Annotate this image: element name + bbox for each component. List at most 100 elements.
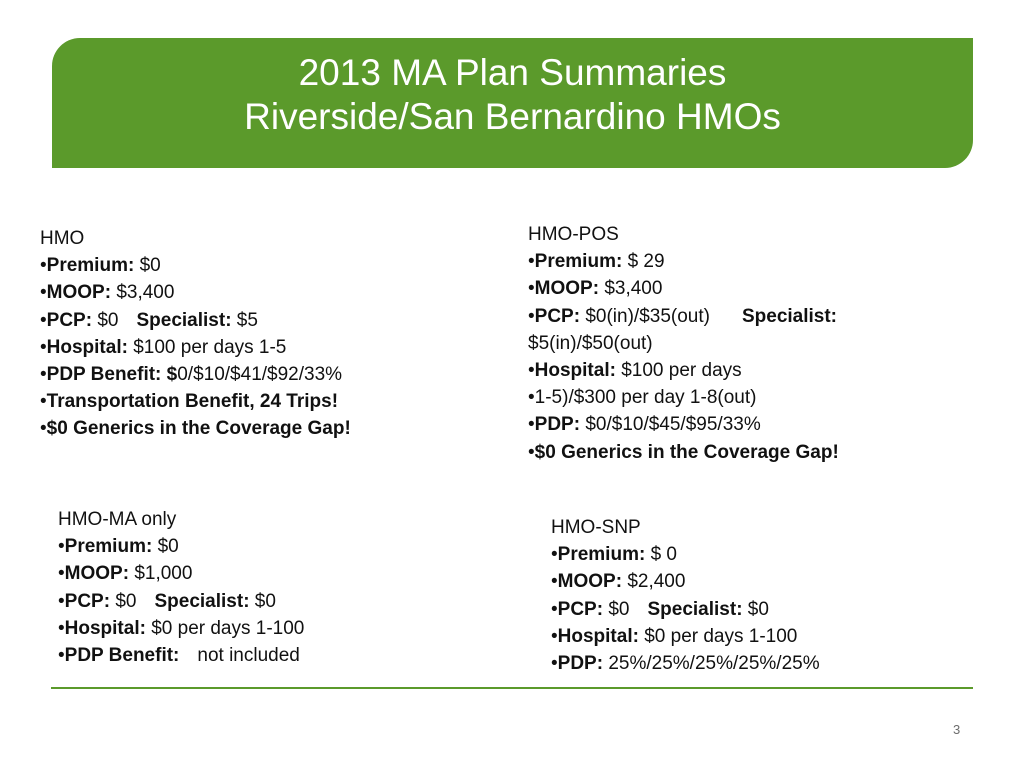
specialist-value: $0 <box>742 598 769 620</box>
hospital-label: Hospital: <box>64 617 146 639</box>
bullet: • <box>58 645 65 667</box>
premium-label: Premium: <box>534 251 623 273</box>
plan-heading: HMO-MA only <box>58 509 177 530</box>
generics-text: $0 Generics in the Coverage Gap! <box>46 418 351 440</box>
moop-row: •MOOP: $3,400 <box>528 275 839 302</box>
bullet: • <box>58 563 65 585</box>
hospital-row: •Hospital: $0 per days 1-100 <box>58 615 304 642</box>
hospital-label: Hospital: <box>46 336 128 358</box>
moop-label: MOOP: <box>534 278 600 300</box>
pcp-specialist-row: •PCP: $0 Specialist: $5 <box>40 307 351 334</box>
moop-row: •MOOP: $2,400 <box>551 568 820 595</box>
pdp-value: not included <box>197 645 300 667</box>
pdp-row: •PDP Benefit: $0/$10/$41/$92/33% <box>40 361 351 388</box>
transport-row: •Transportation Benefit, 24 Trips! <box>40 388 351 415</box>
hospital-row: •Hospital: $100 per days <box>528 357 839 384</box>
generics-row: •$0 Generics in the Coverage Gap! <box>40 415 351 442</box>
bullet: • <box>551 653 558 675</box>
specialist-value: $5 <box>231 309 258 331</box>
premium-row: •Premium: $0 <box>58 533 304 560</box>
pcp-label: PCP: <box>557 598 604 620</box>
hospital-label: Hospital: <box>557 625 639 647</box>
specialist-label: Specialist: <box>136 309 232 331</box>
hmo-ma-plan-summary: HMO-MA only •Premium: $0 •MOOP: $1,000 •… <box>58 506 304 669</box>
pdp-value: 25%/25%/25%/25%/25% <box>603 653 820 675</box>
pdp-row: •PDP: 25%/25%/25%/25%/25% <box>551 650 820 677</box>
plan-heading: HMO-SNP <box>551 517 641 538</box>
bullet: • <box>551 598 558 620</box>
pdp-label: PDP Benefit: <box>64 645 180 667</box>
hmo-pos-plan-summary: HMO-POS •Premium: $ 29 •MOOP: $3,400 •PC… <box>528 221 839 466</box>
generics-row: •$0 Generics in the Coverage Gap! <box>528 439 839 466</box>
title-line-1: 2013 MA Plan Summaries <box>298 52 727 93</box>
premium-value: $ 0 <box>645 544 677 566</box>
bullet: • <box>58 590 65 612</box>
premium-value: $0 <box>134 255 161 277</box>
pdp-row: •PDP Benefit: not included <box>58 642 304 669</box>
bullet: • <box>528 360 535 382</box>
premium-value: $ 29 <box>622 251 665 273</box>
pdp-label: PDP: <box>557 653 604 675</box>
pcp-specialist-row: •PCP: $0(in)/$35(out) Specialist: <box>528 303 839 330</box>
premium-row: •Premium: $ 0 <box>551 541 820 568</box>
pcp-specialist-row: •PCP: $0 Specialist: $0 <box>58 588 304 615</box>
bullet: • <box>528 251 535 273</box>
premium-value: $0 <box>152 536 179 558</box>
bullet: • <box>58 536 65 558</box>
moop-label: MOOP: <box>557 571 623 593</box>
pdp-label: PDP: <box>534 414 581 436</box>
bullet: • <box>40 336 47 358</box>
bullet: • <box>40 255 47 277</box>
title-banner: 2013 MA Plan Summaries Riverside/San Ber… <box>52 38 973 168</box>
title-line-2: Riverside/San Bernardino HMOs <box>244 96 781 137</box>
specialist-value-row: $5(in)/$50(out) <box>528 332 653 354</box>
premium-label: Premium: <box>46 255 135 277</box>
bullet: • <box>40 418 47 440</box>
bullet: • <box>40 364 47 386</box>
premium-row: •Premium: $0 <box>40 252 351 279</box>
hmo-plan-summary: HMO •Premium: $0 •MOOP: $3,400 •PCP: $0 S… <box>40 225 351 443</box>
pcp-label: PCP: <box>46 309 93 331</box>
page-number: 3 <box>953 722 961 737</box>
pcp-specialist-row: •PCP: $0 Specialist: $0 <box>551 596 820 623</box>
pcp-label: PCP: <box>64 590 111 612</box>
hospital-value: $100 per days <box>615 360 742 382</box>
pdp-value: 0/$10/$41/$92/33% <box>177 364 343 386</box>
premium-row: •Premium: $ 29 <box>528 248 839 275</box>
footer-divider <box>51 687 973 689</box>
pcp-value: $0 <box>110 590 137 612</box>
pcp-value: $0 <box>92 309 119 331</box>
bullet: • <box>551 544 558 566</box>
specialist-value: $0 <box>249 590 276 612</box>
hospital-row: •Hospital: $0 per days 1-100 <box>551 623 820 650</box>
specialist-label: Specialist: <box>741 305 838 327</box>
bullet: • <box>528 278 535 300</box>
plan-heading: HMO <box>40 228 85 249</box>
bullet: • <box>528 414 535 436</box>
moop-label: MOOP: <box>46 282 112 304</box>
pdp-value: $0/$10/$45/$95/33% <box>580 414 761 436</box>
premium-label: Premium: <box>557 544 646 566</box>
hospital-label: Hospital: <box>534 360 616 382</box>
hospital-value: $0 per days 1-100 <box>145 617 305 639</box>
pcp-value: $0 <box>603 598 630 620</box>
hospital-row: •Hospital: $100 per days 1-5 <box>40 334 351 361</box>
premium-label: Premium: <box>64 536 153 558</box>
bullet: • <box>528 441 535 463</box>
moop-value: $1,000 <box>129 563 193 585</box>
hmo-snp-plan-summary: HMO-SNP •Premium: $ 0 •MOOP: $2,400 •PCP… <box>551 514 820 677</box>
hospital-continued-row: •1-5)/$300 per day 1-8(out) <box>528 384 839 411</box>
moop-value: $2,400 <box>622 571 686 593</box>
bullet: • <box>58 617 65 639</box>
generics-text: $0 Generics in the Coverage Gap! <box>534 441 839 463</box>
pcp-label: PCP: <box>534 305 581 327</box>
bullet: • <box>551 571 558 593</box>
bullet: • <box>40 282 47 304</box>
hospital-continued: 1-5)/$300 per day 1-8(out) <box>534 387 757 409</box>
bullet: • <box>551 625 558 647</box>
bullet: • <box>528 387 535 409</box>
moop-row: •MOOP: $1,000 <box>58 560 304 587</box>
moop-value: $3,400 <box>111 282 175 304</box>
hospital-value: $100 per days 1-5 <box>127 336 287 358</box>
specialist-label: Specialist: <box>154 590 250 612</box>
